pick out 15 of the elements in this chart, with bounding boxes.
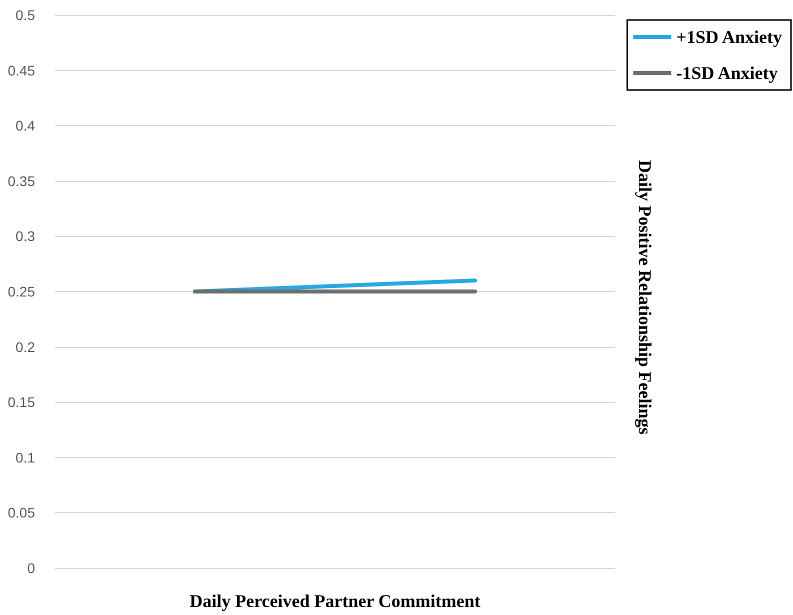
y-tick-label: 0.25 [8,284,36,300]
y-tick-label: 0.05 [8,504,36,521]
y-tick-label: 0.45 [8,62,36,78]
y-tick-label: 0.35 [8,172,36,189]
y-tick-label: 0.3 [16,228,36,244]
y-tick-label: 0.1 [16,449,36,466]
y-tick-label: 0.15 [8,394,36,410]
y-tick-label: 0 [27,560,36,576]
y-tick-label: 0.2 [16,338,36,355]
y-tick-label: 0.5 [16,7,36,23]
x-axis-title: Daily Perceived Partner Commitment [190,591,480,611]
y-axis-title: Daily Positive Relationship Feelings [635,160,655,434]
legend-label: -1SD Anxiety [676,63,778,83]
legend-label: +1SD Anxiety [676,27,782,47]
y-tick-label: 0.4 [16,118,36,134]
